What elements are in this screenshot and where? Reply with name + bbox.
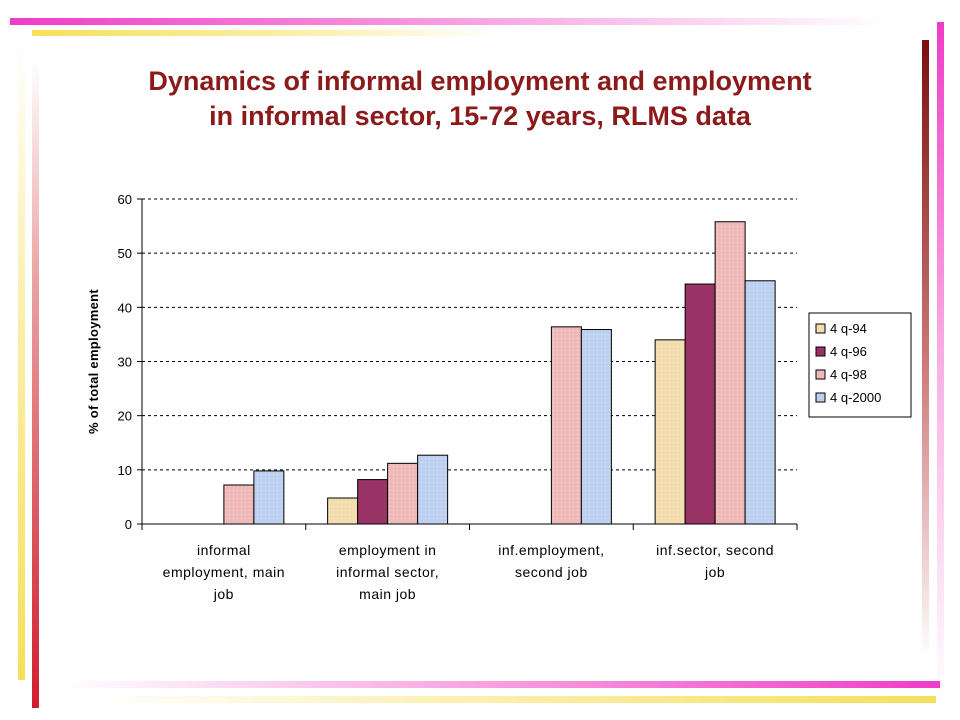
y-tick-label: 50 [118, 246, 132, 261]
slide-title: Dynamics of informal employment and empl… [0, 64, 960, 134]
y-tick-label: 0 [125, 517, 132, 532]
bottom-pink-stripe [60, 681, 940, 688]
bar [417, 454, 449, 525]
bar [253, 470, 285, 525]
x-category-label: main job [359, 586, 416, 602]
left-yellow-stripe [18, 40, 25, 680]
bar [654, 339, 686, 525]
bar [357, 479, 389, 525]
legend-swatch [815, 392, 826, 403]
bar [684, 283, 716, 525]
bar [327, 497, 359, 525]
y-tick-label: 30 [118, 355, 132, 370]
left-red-stripe [32, 60, 39, 708]
x-category-label: informal [197, 542, 251, 558]
y-axis-title: % of total employment [86, 289, 101, 434]
slide-title-line-1: Dynamics of informal employment and empl… [148, 66, 812, 96]
x-category-label: employment, main [163, 564, 285, 580]
x-category-label: employment in [339, 542, 437, 558]
bar [580, 329, 612, 525]
legend-label: 4 q-94 [830, 321, 867, 336]
bar [714, 221, 746, 525]
x-category-label: job [213, 586, 234, 602]
legend-label: 4 q-2000 [830, 390, 881, 405]
right-darkred-stripe [922, 40, 929, 660]
bar [223, 484, 255, 525]
top-pink-stripe [10, 18, 890, 25]
top-yellow-stripe [32, 30, 502, 36]
bar [744, 280, 776, 525]
x-category-label: job [704, 564, 725, 580]
legend-label: 4 q-98 [830, 367, 867, 382]
legend-swatch [815, 369, 826, 380]
right-pink-stripe [937, 22, 944, 702]
y-tick-label: 20 [118, 409, 132, 424]
legend-swatch [815, 323, 826, 334]
bar [550, 326, 582, 525]
x-category-label: inf.sector, second [656, 542, 774, 558]
bar [387, 462, 419, 525]
x-category-label: second job [515, 564, 588, 580]
legend-box [808, 312, 912, 418]
legend-label: 4 q-96 [830, 344, 867, 359]
legend-swatch [815, 346, 826, 357]
x-category-label: informal sector, [336, 564, 439, 580]
y-tick-label: 10 [118, 463, 132, 478]
y-tick-label: 40 [118, 300, 132, 315]
bottom-yellow-stripe [90, 696, 936, 703]
slide-title-line-2: in informal sector, 15-72 years, RLMS da… [209, 101, 751, 131]
x-category-label: inf.employment, [498, 542, 604, 558]
y-tick-label: 60 [118, 192, 132, 207]
